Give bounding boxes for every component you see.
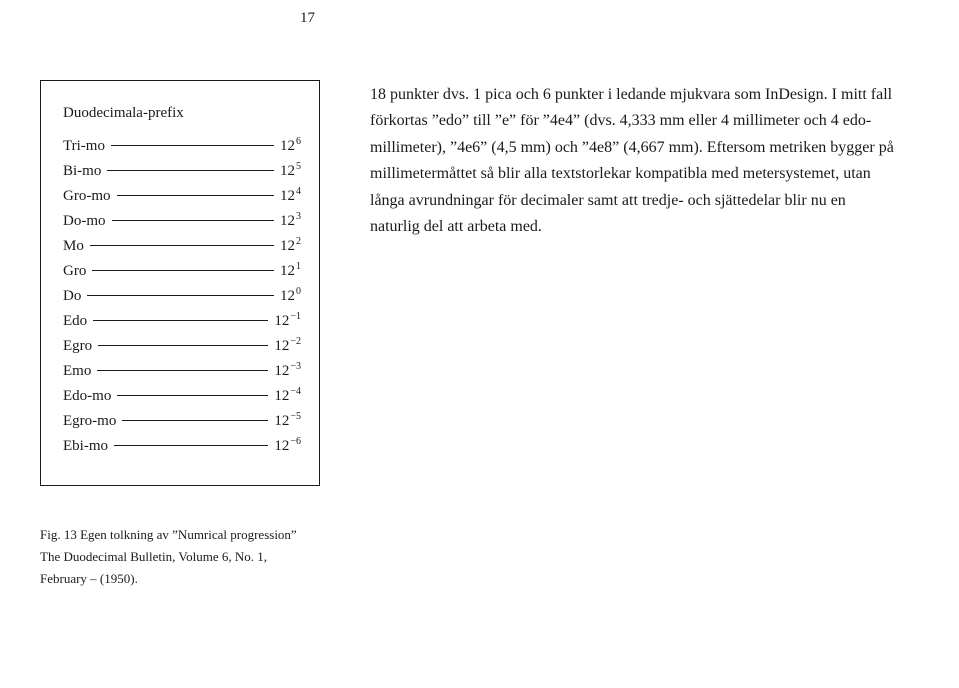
prefix-value: 122 (280, 236, 301, 255)
prefix-box: Duodecimala-prefix Tri-mo 126 Bi-mo 125 Gro-… (40, 80, 320, 486)
prefix-line (98, 345, 268, 346)
prefix-value: 12−4 (274, 386, 301, 405)
prefix-value: 12−5 (274, 411, 301, 430)
prefix-row: Do-mo 123 (63, 211, 301, 233)
prefix-row: Tri-mo 126 (63, 136, 301, 158)
prefix-box-title: Duodecimala-prefix (63, 105, 301, 122)
prefix-row: Edo 12−1 (63, 311, 301, 333)
prefix-name: Egro-mo (63, 413, 116, 430)
prefix-row: Ebi-mo 12−6 (63, 436, 301, 458)
prefix-value: 12−1 (274, 311, 301, 330)
body-paragraph: 18 punkter dvs. 1 pica och 6 punkter i l… (370, 82, 899, 240)
prefix-name: Emo (63, 363, 91, 380)
page-number: 17 (300, 10, 315, 27)
prefix-row: Gro-mo 124 (63, 186, 301, 208)
prefix-row: Do 120 (63, 286, 301, 308)
prefix-line (114, 445, 268, 446)
prefix-name: Egro (63, 338, 92, 355)
figure-caption: Fig. 13 Egen tolkning av ”Numrical progr… (40, 524, 300, 590)
prefix-line (92, 270, 274, 271)
prefix-rows: Tri-mo 126 Bi-mo 125 Gro-mo 124 Do-mo 123 Mo 122 G… (63, 136, 301, 458)
prefix-name: Mo (63, 238, 84, 255)
prefix-line (111, 145, 274, 146)
prefix-row: Edo-mo 12−4 (63, 386, 301, 408)
prefix-value: 12−3 (274, 361, 301, 380)
prefix-name: Gro-mo (63, 188, 111, 205)
left-column: Duodecimala-prefix Tri-mo 126 Bi-mo 125 Gro-… (40, 80, 320, 590)
prefix-line (122, 420, 268, 421)
prefix-row: Bi-mo 125 (63, 161, 301, 183)
prefix-row: Mo 122 (63, 236, 301, 258)
prefix-line (90, 245, 274, 246)
prefix-name: Bi-mo (63, 163, 101, 180)
prefix-value: 124 (280, 186, 301, 205)
prefix-line (117, 395, 268, 396)
prefix-value: 126 (280, 136, 301, 155)
prefix-name: Gro (63, 263, 86, 280)
prefix-row: Emo 12−3 (63, 361, 301, 383)
prefix-line (97, 370, 268, 371)
prefix-line (112, 220, 275, 221)
prefix-row: Gro 121 (63, 261, 301, 283)
prefix-line (87, 295, 274, 296)
prefix-line (107, 170, 274, 171)
prefix-name: Do (63, 288, 81, 305)
main-area: Duodecimala-prefix Tri-mo 126 Bi-mo 125 Gro-… (40, 80, 899, 590)
prefix-value: 12−2 (274, 336, 301, 355)
prefix-value: 121 (280, 261, 301, 280)
prefix-name: Edo-mo (63, 388, 111, 405)
prefix-line (93, 320, 268, 321)
prefix-row: Egro 12−2 (63, 336, 301, 358)
prefix-name: Do-mo (63, 213, 106, 230)
prefix-name: Ebi-mo (63, 438, 108, 455)
prefix-value: 12−6 (274, 436, 301, 455)
prefix-name: Edo (63, 313, 87, 330)
prefix-line (117, 195, 275, 196)
prefix-value: 120 (280, 286, 301, 305)
prefix-value: 125 (280, 161, 301, 180)
prefix-value: 123 (280, 211, 301, 230)
right-column: 18 punkter dvs. 1 pica och 6 punkter i l… (370, 80, 899, 590)
prefix-name: Tri-mo (63, 138, 105, 155)
prefix-row: Egro-mo 12−5 (63, 411, 301, 433)
